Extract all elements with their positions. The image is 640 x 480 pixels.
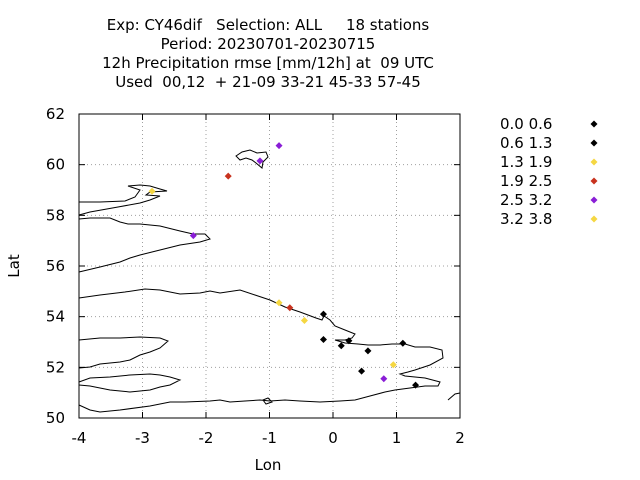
y-tick-label: 50 [46,409,65,427]
x-tick-label: 1 [392,429,402,447]
x-tick-label: 0 [328,429,338,447]
x-tick-label: -3 [135,429,150,447]
legend-entry-label: 1.9 2.5 [500,172,552,190]
station-point [412,381,420,389]
x-axis-label: Lon [255,456,282,474]
title-line-1: Exp: CY46dif Selection: ALL 18 stations [106,16,430,34]
y-tick-labels: 50 52 54 56 58 60 62 [46,105,65,427]
station-point [358,367,366,375]
legend-entry-label: 2.5 3.2 [500,191,552,209]
station-point [224,172,232,180]
x-tick-label: -2 [199,429,214,447]
station-point [345,337,353,345]
station-point [337,342,345,350]
x-tick-label: -4 [72,429,87,447]
axis-ticks [78,113,461,419]
grid-lines [79,114,460,418]
station-point [319,310,327,318]
x-tick-label: 2 [455,429,465,447]
legend-entry-marker [590,177,598,185]
station-point [148,187,156,195]
legend-entry-marker [590,215,598,223]
station-point [275,299,283,307]
title-line-3: 12h Precipitation rmse [mm/12h] at 09 UT… [102,54,434,72]
legend: 0.0 0.60.6 1.31.3 1.91.9 2.52.5 3.23.2 3… [500,115,598,228]
x-tick-label: -1 [262,429,277,447]
y-tick-label: 54 [46,308,65,326]
station-points [148,142,420,389]
y-axis-label: Lat [5,254,23,278]
y-tick-label: 52 [46,358,65,376]
station-point [189,232,197,240]
title-line-4: Used 00,12 + 21-09 33-21 45-33 57-45 [115,73,421,91]
coastline-map [78,149,461,413]
station-point [319,335,327,343]
y-tick-label: 56 [46,257,65,275]
legend-entry-label: 0.0 0.6 [500,115,552,133]
legend-entry-marker [590,158,598,166]
coastline-mainland [78,184,461,413]
station-point [389,361,397,369]
legend-entry-label: 0.6 1.3 [500,134,552,152]
legend-entry-marker [590,120,598,128]
title-line-2: Period: 20230701-20230715 [160,35,376,53]
station-point [364,347,372,355]
station-point [380,375,388,383]
station-point [286,304,294,312]
legend-entry-label: 3.2 3.8 [500,210,552,228]
legend-entry-marker [590,196,598,204]
station-point [300,316,308,324]
legend-entry-marker [590,139,598,147]
chart-title: Exp: CY46dif Selection: ALL 18 stations … [0,16,536,92]
y-tick-label: 62 [46,105,65,123]
coastline-shetland [235,149,269,169]
station-point [399,339,407,347]
station-point [275,142,283,150]
y-tick-label: 60 [46,156,65,174]
y-tick-label: 58 [46,206,65,224]
legend-entry-label: 1.3 1.9 [500,153,552,171]
station-point [256,157,264,165]
x-tick-labels: -4 -3 -2 -1 0 1 2 [72,429,465,447]
